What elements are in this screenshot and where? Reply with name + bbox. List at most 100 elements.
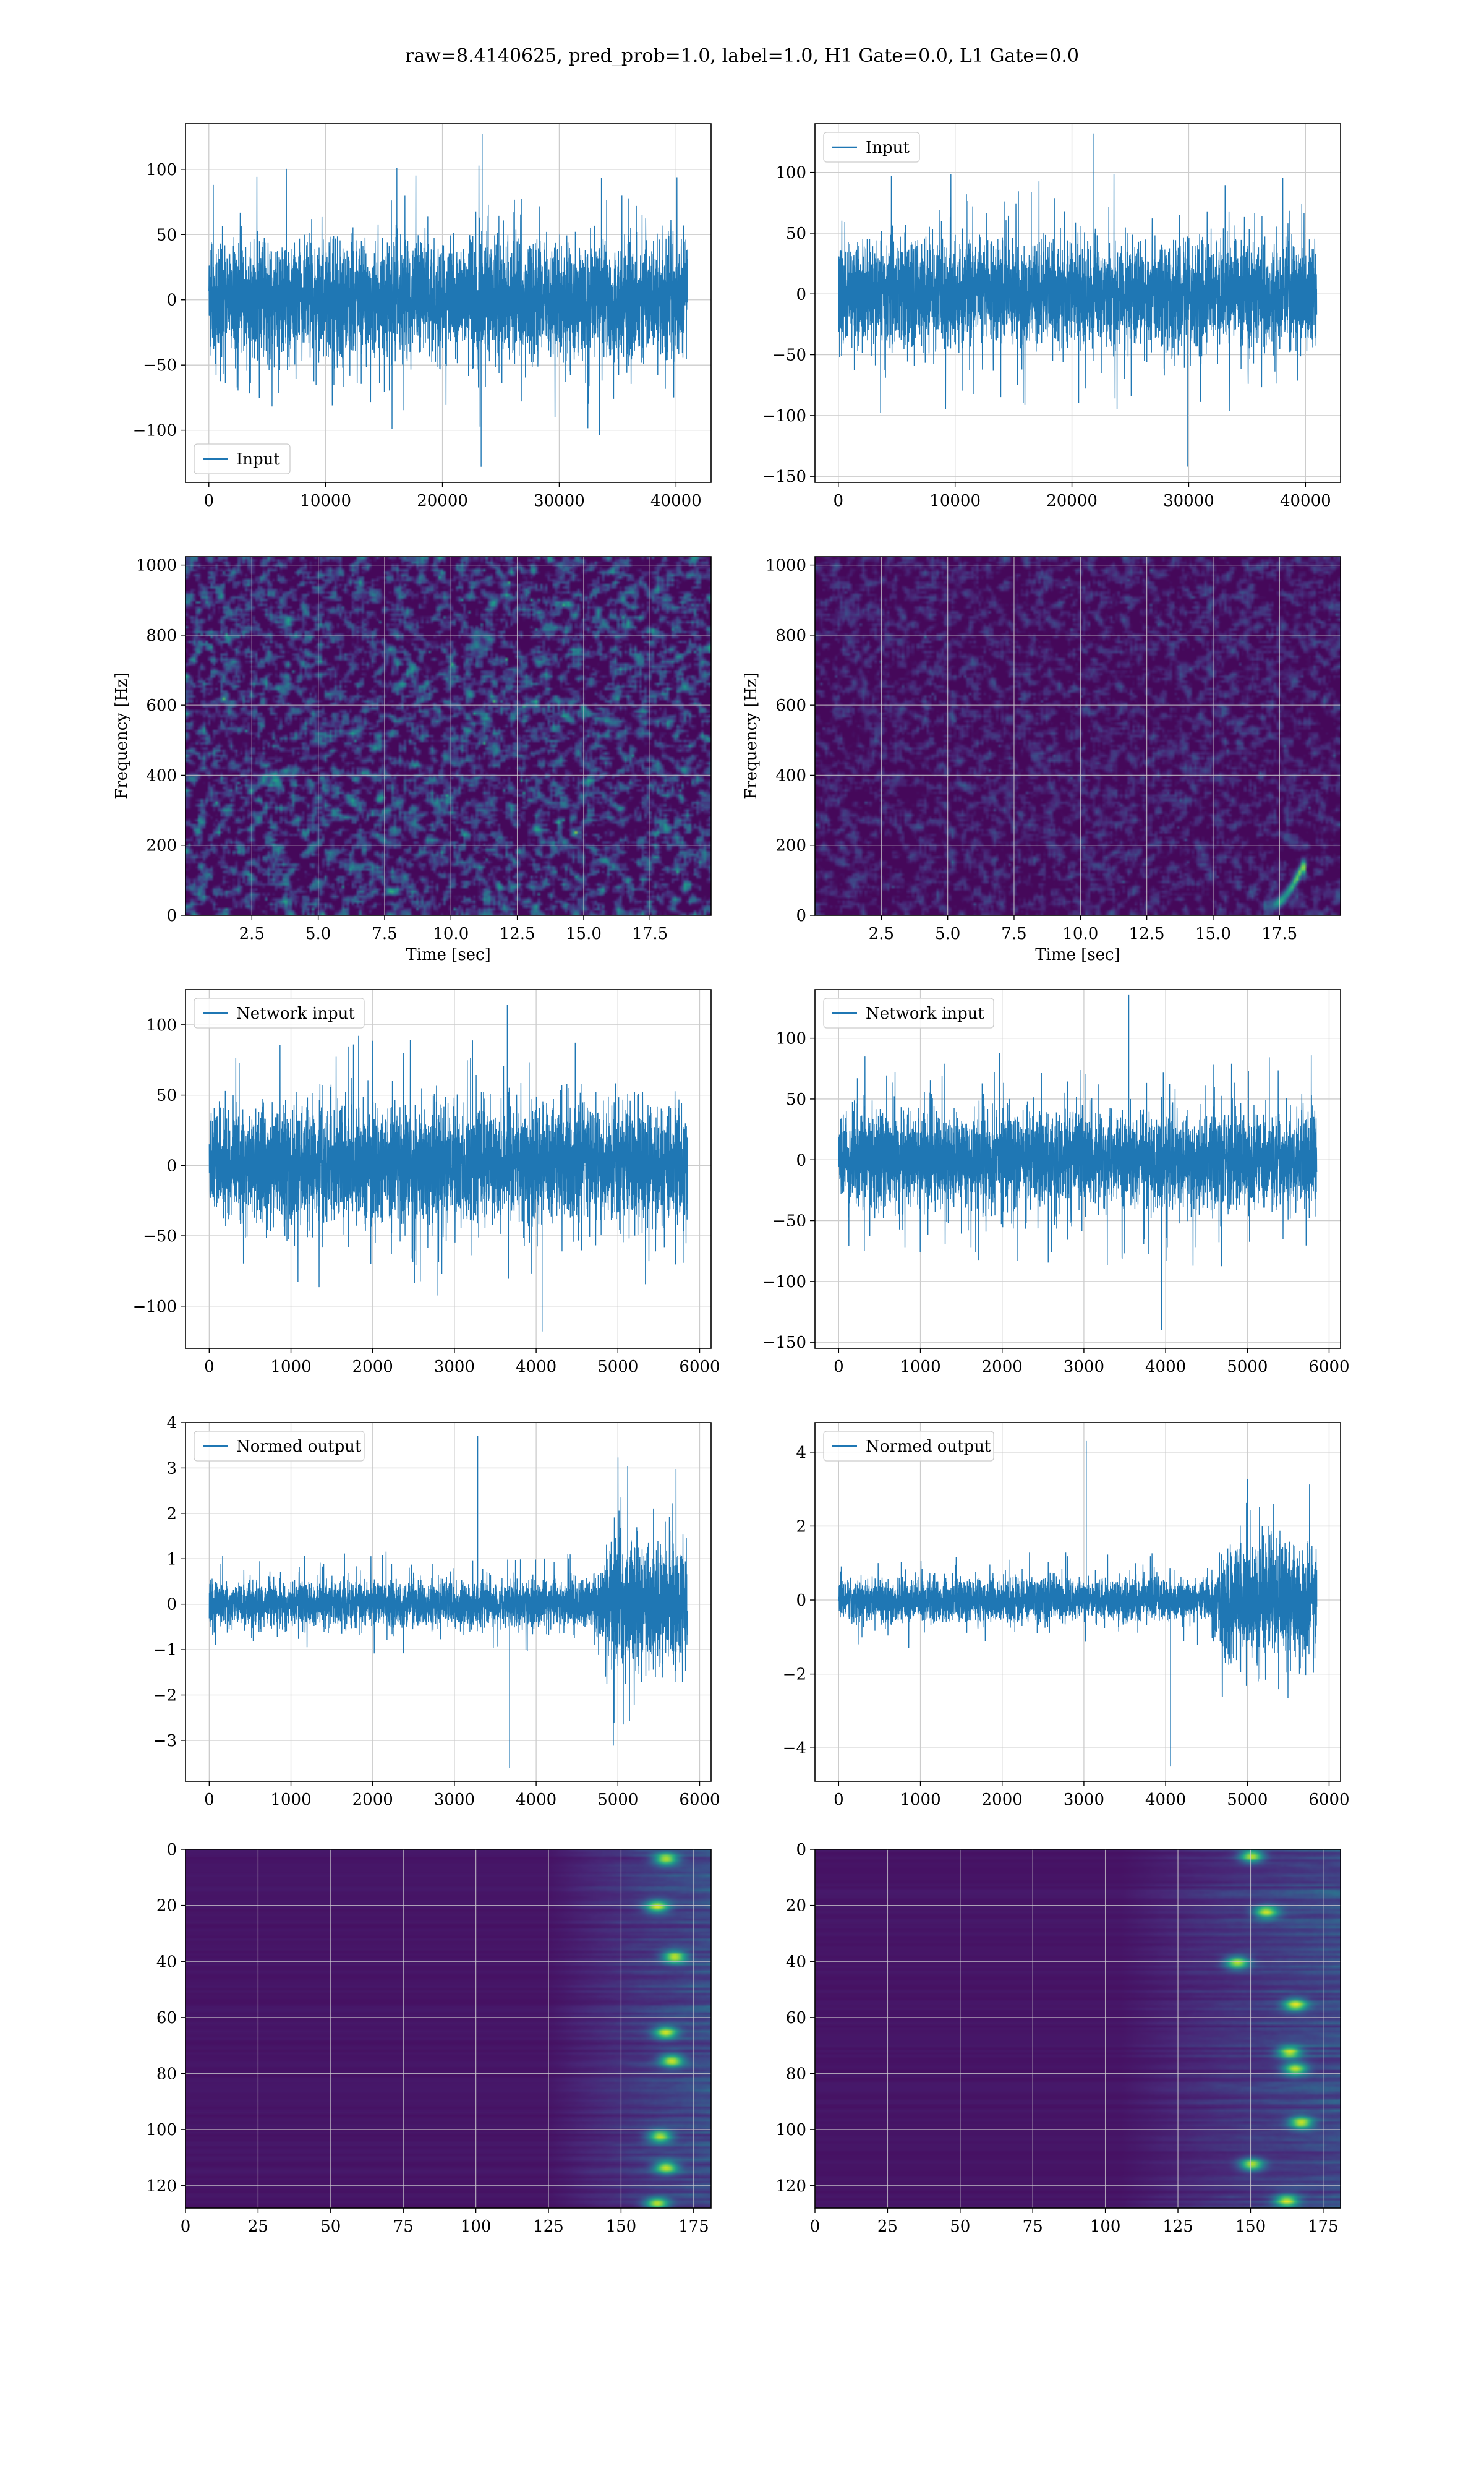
y-tick-label: −1: [153, 1641, 177, 1659]
y-tick-label: 800: [775, 627, 806, 645]
y-tick-label: 80: [786, 2065, 806, 2084]
y-tick-label: 100: [146, 2121, 177, 2139]
y-tick-label: 600: [146, 696, 177, 715]
y-tick-label: −100: [133, 422, 177, 440]
x-tick-label: 6000: [1308, 1358, 1349, 1376]
axes-frame: [814, 123, 1341, 483]
legend-box: [823, 998, 994, 1029]
y-tick-label: 600: [775, 696, 806, 715]
series-line: [208, 134, 688, 467]
x-tick-label: 6000: [679, 1791, 720, 1809]
y-tick-label: 40: [786, 1953, 806, 1971]
figure-suptitle: raw=8.4140625, pred_prob=1.0, label=1.0,…: [405, 45, 1079, 67]
y-tick-label: 2: [166, 1505, 177, 1523]
y-tick-label: 60: [156, 2009, 177, 2027]
y-tick-label: 120: [146, 2177, 177, 2196]
x-tick-label: 12.5: [1129, 925, 1165, 943]
x-tick-label: 40000: [650, 492, 702, 510]
legend-label: Normed output: [866, 1437, 991, 1456]
x-tick-label: 3000: [1064, 1791, 1104, 1809]
x-tick-label: 2.5: [239, 925, 265, 943]
y-tick-label: −150: [762, 468, 806, 486]
legend-label: Input: [236, 450, 280, 469]
y-tick-label: 4: [166, 1414, 177, 1432]
legend: Normed output: [823, 1431, 994, 1462]
x-tick-label: 5.0: [305, 925, 331, 943]
y-tick-label: −50: [143, 1227, 177, 1246]
legend-box: [194, 998, 365, 1029]
x-tick-label: 5.0: [935, 925, 960, 943]
chart-network-input-l1: 0 1000 2000 3000 4000 5000 6000 −150 −100 −50 0 50 1…: [762, 989, 1350, 1376]
x-tick-label: 1000: [270, 1791, 311, 1809]
legend: Normed output: [194, 1431, 365, 1462]
x-tick-label: 50: [320, 2217, 341, 2236]
x-tick-label: 20000: [1046, 492, 1098, 510]
axes-frame: [814, 1422, 1341, 1782]
x-tick-label: 10000: [929, 492, 981, 510]
y-tick-label: 20: [156, 1897, 177, 1915]
y-tick-label: 0: [796, 1591, 806, 1610]
y-tick-label: 50: [786, 1090, 806, 1109]
x-axis-label: Time [sec]: [1035, 946, 1120, 964]
y-tick-label: −100: [133, 1298, 177, 1316]
x-tick-label: 1000: [900, 1358, 940, 1376]
x-tick-label: 75: [393, 2217, 414, 2236]
x-tick-label: 5000: [1227, 1358, 1268, 1376]
x-tick-label: 17.5: [632, 925, 668, 943]
grid: [186, 557, 711, 916]
x-tick-label: 7.5: [372, 925, 397, 943]
grid: [185, 1849, 711, 2208]
x-tick-label: 75: [1023, 2217, 1043, 2236]
y-tick-label: 800: [146, 627, 177, 645]
x-tick-label: 125: [533, 2217, 564, 2236]
y-tick-label: 200: [146, 837, 177, 855]
y-tick-label: 0: [796, 285, 806, 304]
x-tick-label: 10000: [300, 492, 351, 510]
legend: Input: [194, 443, 291, 474]
x-tick-label: 175: [678, 2217, 709, 2236]
y-tick-label: 0: [796, 907, 806, 925]
x-tick-label: 0: [204, 1791, 215, 1809]
y-tick-label: 2: [796, 1517, 806, 1536]
x-tick-label: 50: [950, 2217, 970, 2236]
y-tick-label: −3: [153, 1732, 177, 1750]
axes-frame: [185, 989, 712, 1349]
legend-box: [194, 1431, 365, 1462]
axes-frame: [185, 123, 712, 483]
y-tick-label: 1: [166, 1550, 177, 1569]
y-tick-label: 100: [146, 161, 177, 179]
legend-box: [823, 132, 920, 163]
legend: Input: [823, 132, 920, 163]
y-tick-label: 100: [775, 2121, 806, 2139]
chart-feature-map-h1: 0 25 50 75 100 125 150 175 0 20 40 60 80 100 120: [146, 1841, 712, 2236]
axes-frame: [185, 1849, 712, 2209]
y-tick-label: 0: [166, 291, 177, 310]
x-tick-label: 100: [461, 2217, 492, 2236]
chart-spectrogram-h1: 2.5 5.0 7.5 10.0 12.5 15.0 17.5 0 200 400 600 800 10…: [113, 556, 712, 964]
x-tick-label: 3000: [434, 1791, 475, 1809]
y-tick-label: −100: [762, 407, 806, 426]
x-tick-label: 4000: [1145, 1358, 1186, 1376]
y-tick-label: 1000: [136, 557, 177, 575]
grid: [815, 557, 1341, 916]
y-axis-label: Frequency [Hz]: [113, 672, 131, 800]
y-tick-label: −150: [762, 1333, 806, 1352]
y-tick-label: 400: [775, 766, 806, 785]
x-tick-label: 4000: [1145, 1791, 1186, 1809]
x-tick-label: 2000: [352, 1791, 393, 1809]
x-tick-label: 0: [834, 1791, 844, 1809]
y-tick-label: −2: [153, 1687, 177, 1705]
x-tick-label: 0: [810, 2217, 821, 2236]
chart-normed-output-l1: 0 1000 2000 3000 4000 5000 6000 −4 −2 0 2 4 Normed o…: [783, 1422, 1350, 1809]
y-tick-label: 60: [786, 2009, 806, 2027]
x-tick-label: 40000: [1280, 492, 1331, 510]
axes-frame: [185, 556, 712, 916]
axes-frame: [814, 556, 1341, 916]
x-tick-label: 25: [248, 2217, 268, 2236]
y-tick-label: 100: [775, 164, 806, 182]
series-line: [838, 994, 1318, 1330]
x-tick-label: 150: [606, 2217, 637, 2236]
x-tick-label: 20000: [417, 492, 468, 510]
x-tick-label: 0: [181, 2217, 191, 2236]
y-tick-label: 0: [166, 1841, 177, 1859]
